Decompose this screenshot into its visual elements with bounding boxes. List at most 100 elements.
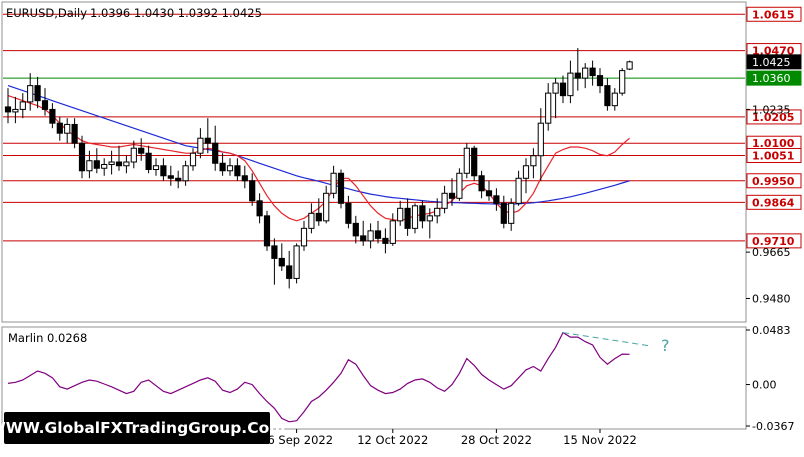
candle — [545, 83, 552, 131]
candle — [189, 148, 197, 171]
candle-body-bear — [160, 165, 167, 177]
candle-body-bear — [360, 235, 367, 242]
candle-body-bear — [34, 85, 41, 102]
candle-body-bear — [219, 162, 226, 172]
level-label: 1.0470 — [752, 45, 795, 58]
indicator-label: Marlin 0.0268 — [8, 331, 87, 345]
divergence-question-mark: ? — [661, 336, 670, 355]
candle-body-bear — [56, 122, 63, 134]
candle — [271, 238, 278, 285]
candle-body-bull — [626, 61, 633, 70]
candle-body-bull — [101, 164, 108, 169]
candle — [352, 215, 359, 244]
level-label: 1.0360 — [752, 72, 791, 85]
candle-body-bear — [49, 108, 56, 124]
candle — [34, 76, 41, 109]
candle — [434, 198, 441, 224]
candle — [559, 75, 567, 104]
candle-body-bear — [604, 85, 611, 107]
candle — [323, 185, 330, 224]
candle-body-bear — [167, 175, 174, 179]
candle-body-bear — [382, 237, 389, 244]
candle-body-bear — [574, 72, 581, 79]
candle — [478, 170, 485, 199]
candle — [596, 68, 604, 94]
candle — [515, 170, 522, 206]
candle — [463, 143, 470, 179]
candle-body-bull — [330, 172, 337, 194]
candle-body-bull — [411, 205, 419, 229]
marlin-line — [7, 331, 630, 423]
watermark-box — [4, 412, 270, 444]
candle-body-bull — [508, 202, 515, 224]
candle-body-bull — [123, 161, 130, 167]
price-tick-label: 0.9665 — [752, 246, 791, 259]
candle — [471, 145, 478, 181]
candle-body-bear — [419, 205, 426, 222]
candle-body-bull — [582, 67, 589, 79]
candle — [152, 158, 160, 176]
candle-body-bear — [352, 222, 359, 237]
candle-body-bull — [308, 212, 315, 229]
candle-body-bear — [4, 106, 12, 113]
candle — [300, 220, 308, 251]
candle-body-bear — [115, 161, 123, 167]
candle-body-bull — [19, 101, 26, 110]
candle — [626, 60, 633, 71]
candle-body-bear — [500, 202, 507, 224]
candle — [426, 208, 433, 239]
level-label: 0.9864 — [752, 196, 795, 209]
symbol-label: EURUSD,Daily — [6, 6, 87, 20]
candle-body-bear — [559, 82, 567, 97]
candle-body-bull — [197, 137, 204, 154]
level-label: 1.0051 — [752, 149, 794, 162]
candle-body-bear — [596, 75, 604, 87]
candle-body-bull — [64, 123, 71, 134]
candle — [441, 185, 448, 214]
candle — [500, 195, 507, 229]
candle-body-bear — [71, 123, 78, 144]
time-tick-label: 12 Oct 2022 — [357, 433, 428, 447]
candle — [582, 63, 589, 89]
candle — [256, 193, 263, 224]
candle — [182, 160, 189, 186]
candle — [315, 198, 322, 226]
level-tag — [746, 6, 802, 22]
candle-body-bear — [249, 180, 256, 202]
candle-body-bear — [448, 192, 456, 199]
candle-body-bull — [619, 70, 626, 94]
level-label: 1.0615 — [752, 8, 794, 21]
candle — [19, 93, 26, 119]
candle-body-bull — [27, 85, 34, 103]
candle — [604, 78, 611, 111]
candle — [286, 250, 293, 289]
candle — [219, 153, 226, 176]
candle-body-bull — [434, 207, 441, 217]
candle — [167, 165, 174, 186]
candle — [337, 169, 345, 209]
candle-body-bull — [189, 152, 197, 167]
candle-body-bull — [522, 165, 530, 179]
candle — [278, 243, 285, 271]
candle-body-bear — [212, 142, 219, 164]
candle — [404, 198, 411, 236]
candle — [56, 116, 63, 141]
candles — [4, 48, 633, 289]
candle — [537, 108, 544, 181]
candle — [160, 158, 167, 181]
price-tick-label: 1.0235 — [752, 103, 791, 116]
level-tag — [746, 147, 802, 163]
candle — [108, 150, 115, 175]
level-label: 1.0425 — [752, 56, 791, 69]
candle — [234, 158, 241, 181]
candle — [64, 118, 71, 144]
candle-body-bear — [471, 147, 478, 177]
candle-body-bull — [545, 92, 552, 124]
candle — [212, 125, 219, 171]
candle-body-bear — [93, 160, 100, 169]
candle-body-bull — [441, 192, 448, 209]
candle — [567, 60, 574, 104]
candle-body-bear — [478, 175, 485, 192]
